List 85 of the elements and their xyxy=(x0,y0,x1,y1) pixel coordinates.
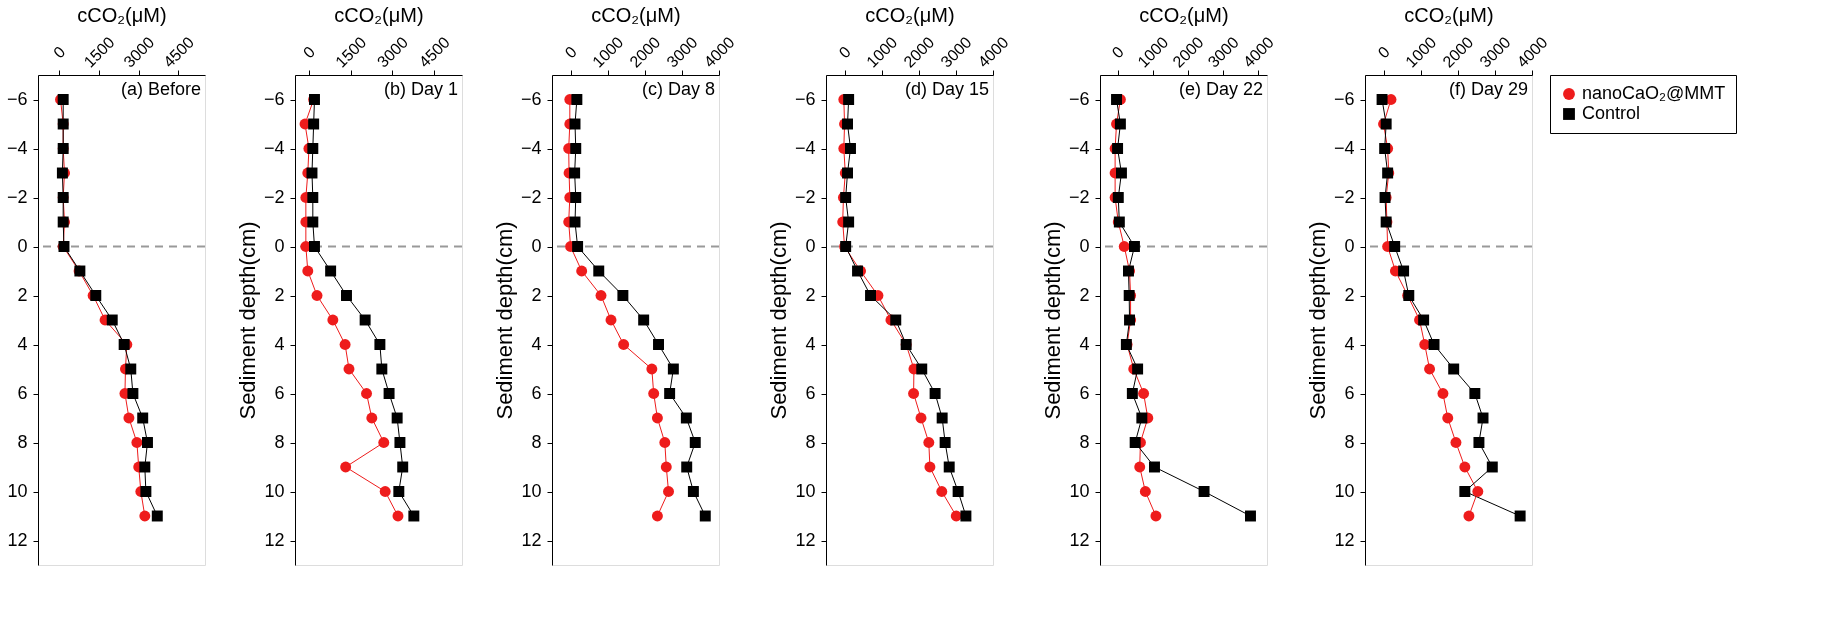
y-axis-title: Sediment depth(cm) xyxy=(234,221,260,420)
legend-label: Control xyxy=(1582,103,1641,123)
y-tick-label: 12 xyxy=(521,530,542,550)
y-tick-label: −6 xyxy=(6,89,28,109)
y-tick-label: 6 xyxy=(17,383,28,403)
x-tick-label: 0 xyxy=(299,42,319,62)
y-tick-label: −2 xyxy=(1068,187,1090,207)
y-tick-label: 4 xyxy=(531,334,542,354)
y-tick-label: −4 xyxy=(6,138,28,158)
y-tick-label: −6 xyxy=(1068,89,1090,109)
y-tick-label: 6 xyxy=(1079,383,1090,403)
x-axis-title: cCO₂(μM) xyxy=(334,4,424,27)
y-tick-label: 8 xyxy=(1344,432,1355,452)
x-tick-label: 0 xyxy=(1108,42,1127,62)
y-tick-label: 8 xyxy=(274,432,285,452)
y-tick-label: 2 xyxy=(805,285,816,305)
y-tick-label: −2 xyxy=(263,187,285,207)
y-tick-label: 4 xyxy=(17,334,28,354)
annotation: (a) Before xyxy=(120,79,201,99)
y-axis-title: Sediment depth(cm) xyxy=(491,221,517,420)
x-axis-title: cCO₂(μM) xyxy=(1139,4,1229,27)
y-tick-label: 10 xyxy=(795,481,816,501)
y-tick-label: 2 xyxy=(1344,285,1355,305)
y-tick-label: 0 xyxy=(17,236,28,256)
x-tick-label: 0 xyxy=(1374,42,1393,62)
y-tick-label: 0 xyxy=(274,236,285,256)
y-tick-label: −6 xyxy=(794,89,816,109)
y-tick-label: 12 xyxy=(795,530,816,550)
y-tick-label: 2 xyxy=(531,285,542,305)
y-tick-label: 2 xyxy=(274,285,285,305)
y-tick-label: −4 xyxy=(520,138,542,158)
annotation: (d) Day 15 xyxy=(904,79,989,99)
y-tick-label: 0 xyxy=(531,236,542,256)
y-tick-label: 2 xyxy=(17,285,28,305)
y-tick-label: 6 xyxy=(1344,383,1355,403)
y-tick-label: 8 xyxy=(805,432,816,452)
y-tick-label: 12 xyxy=(7,530,28,550)
y-tick-label: 4 xyxy=(805,334,816,354)
y-tick-label: −2 xyxy=(520,187,542,207)
y-tick-label: 10 xyxy=(7,481,28,501)
legend-label: nanoCaO₂@MMT xyxy=(1582,83,1726,103)
x-axis-title: cCO₂(μM) xyxy=(591,4,681,27)
x-axis-title: cCO₂(μM) xyxy=(865,4,955,27)
x-axis-title: cCO₂(μM) xyxy=(77,4,167,27)
y-tick-label: 10 xyxy=(264,481,285,501)
annotation: (c) Day 8 xyxy=(641,79,715,99)
y-tick-label: 10 xyxy=(1334,481,1355,501)
y-tick-label: 2 xyxy=(1079,285,1090,305)
x-tick-label: 0 xyxy=(50,42,69,62)
y-tick-label: 12 xyxy=(1069,530,1090,550)
y-tick-label: −4 xyxy=(794,138,816,158)
y-tick-label: 4 xyxy=(1344,334,1355,354)
y-tick-label: −2 xyxy=(794,187,816,207)
y-tick-label: −4 xyxy=(263,138,285,158)
y-tick-label: 6 xyxy=(274,383,285,403)
y-tick-label: 8 xyxy=(17,432,28,452)
y-tick-label: 12 xyxy=(264,530,285,550)
y-tick-label: −6 xyxy=(1333,89,1355,109)
y-axis-title: Sediment depth(cm) xyxy=(765,221,791,420)
y-tick-label: 4 xyxy=(274,334,285,354)
y-tick-label: 0 xyxy=(1079,236,1090,256)
y-tick-label: −4 xyxy=(1068,138,1090,158)
y-tick-label: 8 xyxy=(531,432,542,452)
x-axis-title: cCO₂(μM) xyxy=(1404,4,1494,27)
y-tick-label: −2 xyxy=(6,187,28,207)
y-tick-label: 4 xyxy=(1079,334,1090,354)
annotation: (f) Day 29 xyxy=(1448,79,1528,99)
x-tick-label: 0 xyxy=(835,42,854,62)
y-tick-label: 8 xyxy=(1079,432,1090,452)
y-tick-label: 6 xyxy=(805,383,816,403)
x-tick-label: 0 xyxy=(561,42,580,62)
y-axis-title: Sediment depth(cm) xyxy=(1304,221,1330,420)
annotation: (b) Day 1 xyxy=(383,79,458,99)
y-tick-label: −6 xyxy=(263,89,285,109)
y-tick-label: 6 xyxy=(531,383,542,403)
y-tick-label: −4 xyxy=(1333,138,1355,158)
y-tick-label: 10 xyxy=(521,481,542,501)
y-tick-label: −2 xyxy=(1333,187,1355,207)
y-axis-title: Sediment depth(cm) xyxy=(1039,221,1065,420)
y-tick-label: 10 xyxy=(1069,481,1090,501)
y-tick-label: 0 xyxy=(805,236,816,256)
annotation: (e) Day 22 xyxy=(1178,79,1263,99)
y-tick-label: 0 xyxy=(1344,236,1355,256)
y-tick-label: −6 xyxy=(520,89,542,109)
y-tick-label: 12 xyxy=(1334,530,1355,550)
